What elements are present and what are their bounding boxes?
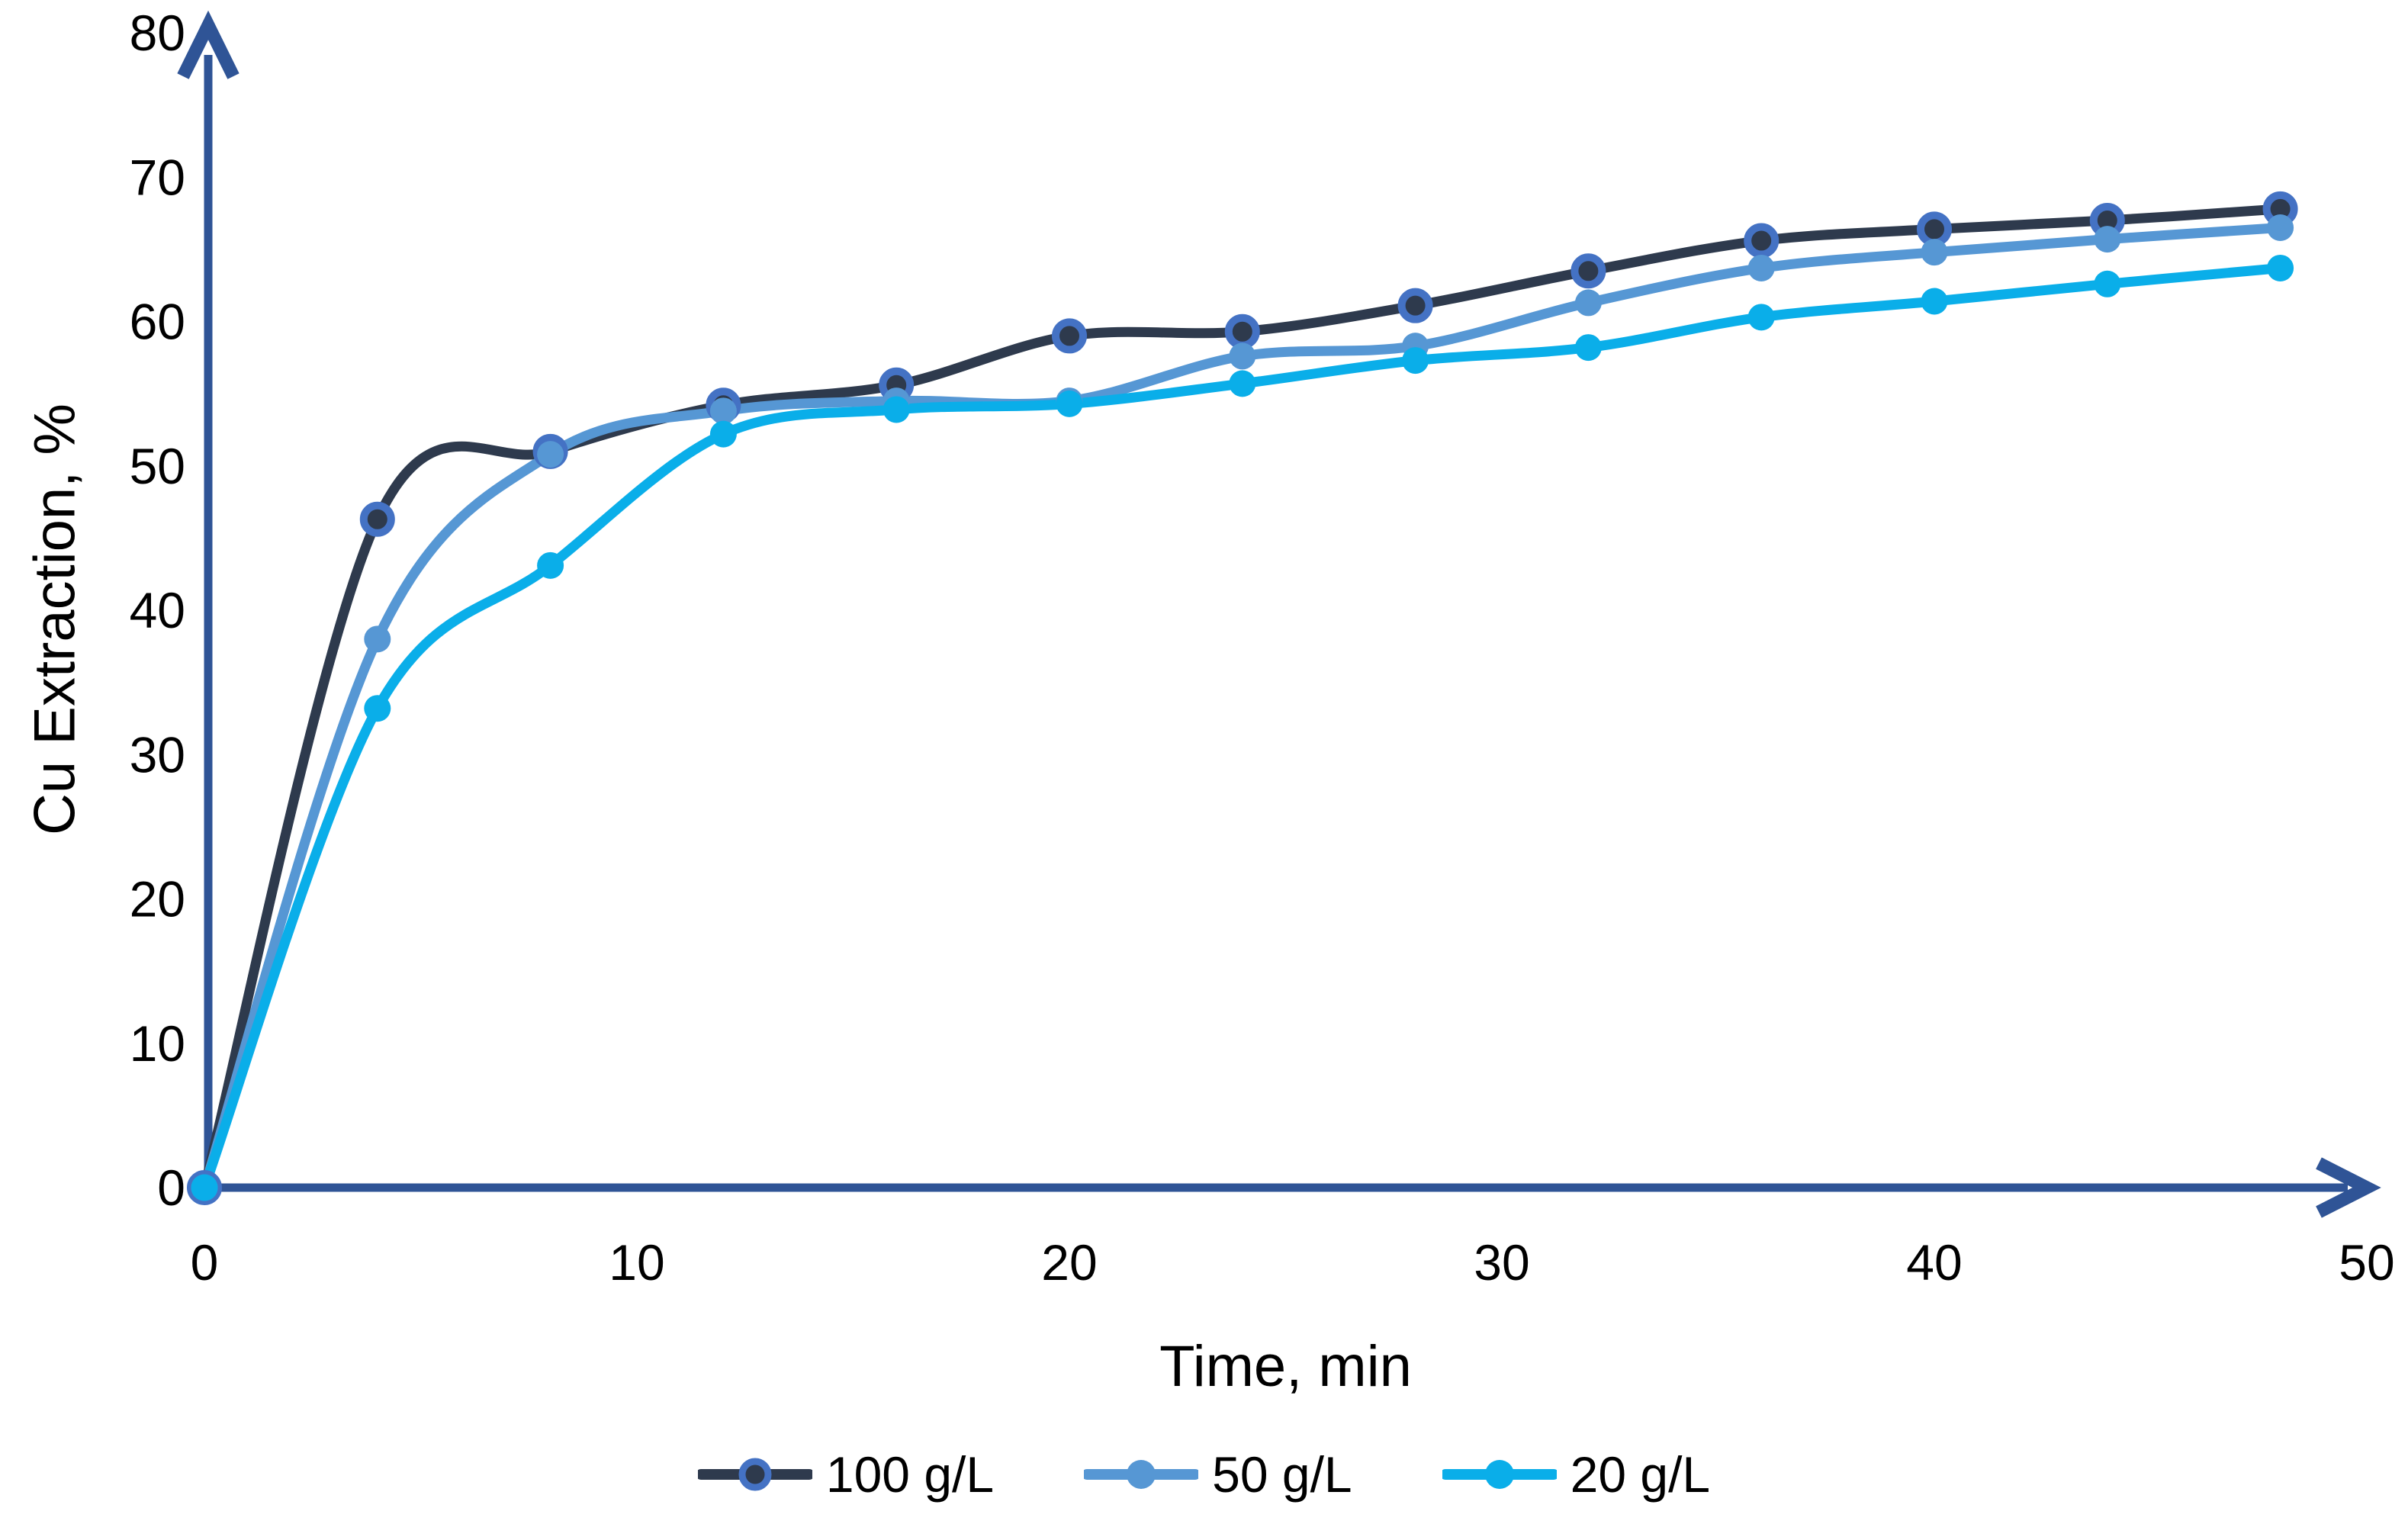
data-marker-50-g-l <box>1574 289 1602 317</box>
data-marker-20-g-l <box>2267 254 2294 281</box>
legend-marker-20-g-l <box>1442 1460 1557 1489</box>
data-marker-20-g-l <box>1747 304 1775 331</box>
data-marker-20-g-l <box>2094 270 2121 297</box>
y-tick-label: 20 <box>130 871 185 928</box>
x-tick-label: 30 <box>1474 1234 1529 1291</box>
legend-label-100-g-l: 100 g/L <box>825 1446 995 1503</box>
legend-marker-50-g-l <box>1084 1460 1199 1489</box>
data-marker-50-g-l <box>1229 342 1256 370</box>
data-marker-20-g-l <box>883 396 910 423</box>
x-tick-label: 0 <box>191 1234 219 1291</box>
data-marker-100-g-l <box>1397 288 1433 323</box>
data-marker-20-g-l <box>1921 288 1948 315</box>
legend-item-20-g-l: 20 g/L <box>1442 1445 1711 1503</box>
data-marker-20-g-l <box>537 551 564 579</box>
legend: 100 g/L 50 g/L 20 g/L <box>0 1445 2408 1503</box>
data-marker-20-g-l <box>191 1174 218 1201</box>
y-tick-label: 40 <box>130 582 185 638</box>
x-tick-label: 20 <box>1041 1234 1097 1291</box>
y-tick-label: 0 <box>157 1159 185 1216</box>
legend-item-100-g-l: 100 g/L <box>697 1445 995 1503</box>
data-marker-100-g-l <box>1224 313 1260 349</box>
data-marker-50-g-l <box>537 441 564 468</box>
legend-label-20-g-l: 20 g/L <box>1570 1446 1711 1503</box>
x-axis-arrowhead <box>2316 1157 2381 1218</box>
data-marker-20-g-l <box>1056 390 1083 417</box>
data-marker-20-g-l <box>364 695 391 722</box>
data-marker-20-g-l <box>709 420 737 448</box>
data-marker-20-g-l <box>1574 334 1602 362</box>
x-tick-label: 50 <box>2339 1234 2394 1291</box>
data-marker-100-g-l <box>359 501 395 537</box>
y-tick-label: 70 <box>130 149 185 205</box>
series-line-20-g-l <box>199 263 2286 1193</box>
series-line-100-g-l <box>199 204 2286 1193</box>
data-marker-20-g-l <box>1229 370 1256 397</box>
x-tick-label: 40 <box>1906 1234 1962 1291</box>
data-marker-50-g-l <box>709 397 737 425</box>
y-tick-label: 30 <box>130 726 185 783</box>
y-tick-label: 60 <box>130 294 185 350</box>
data-marker-100-g-l <box>1571 253 1606 289</box>
data-marker-50-g-l <box>1747 254 1775 281</box>
y-tick-label: 50 <box>130 438 185 494</box>
data-marker-20-g-l <box>1402 347 1429 375</box>
y-tick-label: 10 <box>130 1015 185 1072</box>
legend-item-50-g-l: 50 g/L <box>1084 1445 1352 1503</box>
y-axis-arrowhead <box>177 10 240 79</box>
legend-marker-100-g-l <box>697 1458 812 1491</box>
legend-label-50-g-l: 50 g/L <box>1212 1446 1352 1503</box>
data-marker-100-g-l <box>1052 318 1087 354</box>
series-line-50-g-l <box>199 223 2286 1193</box>
data-marker-50-g-l <box>2267 214 2294 241</box>
data-marker-100-g-l <box>1917 211 1952 247</box>
data-marker-50-g-l <box>1921 239 1948 266</box>
y-axis-title: Cu Extraction, % <box>22 404 88 835</box>
y-tick-label: 80 <box>130 5 185 61</box>
x-tick-label: 10 <box>609 1234 664 1291</box>
x-axis-title: Time, min <box>1159 1334 1412 1399</box>
data-marker-100-g-l <box>1744 223 1779 259</box>
data-marker-50-g-l <box>364 625 391 653</box>
data-marker-50-g-l <box>2094 226 2121 253</box>
